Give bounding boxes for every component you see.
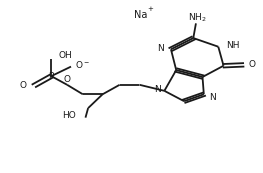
Text: N: N: [154, 85, 160, 94]
Text: +: +: [148, 6, 154, 12]
Text: HO: HO: [63, 111, 76, 120]
Text: P: P: [49, 72, 54, 81]
Text: O: O: [20, 81, 27, 90]
Text: O: O: [249, 60, 256, 69]
Text: OH: OH: [59, 51, 72, 60]
Text: NH: NH: [226, 41, 240, 50]
Text: N: N: [209, 93, 216, 102]
Text: O: O: [64, 75, 70, 84]
Text: N: N: [158, 44, 164, 53]
Text: O$^-$: O$^-$: [75, 58, 90, 70]
Text: Na: Na: [134, 10, 147, 20]
Text: NH$_2$: NH$_2$: [188, 12, 206, 24]
